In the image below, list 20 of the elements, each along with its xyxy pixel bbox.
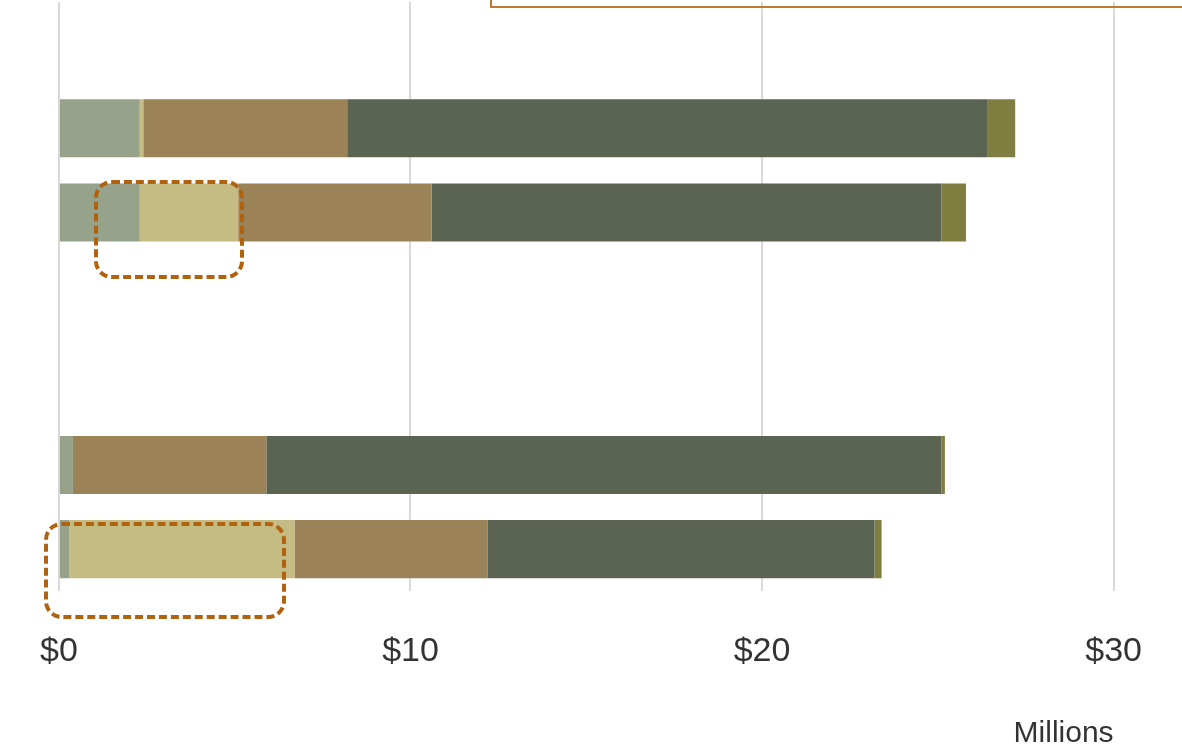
bar (874, 520, 882, 579)
bar (72, 435, 267, 494)
x-tick-label: $20 (733, 629, 791, 668)
bar (266, 435, 942, 494)
bar (941, 435, 945, 494)
x-tick-label: $30 (1085, 629, 1142, 668)
bar (941, 183, 966, 242)
bar (143, 99, 348, 158)
x-tick-label: $0 (40, 629, 78, 668)
bar (487, 520, 875, 579)
x-axis-title: Millions (1013, 715, 1114, 749)
x-tick-label: $10 (382, 629, 439, 668)
bar (59, 99, 140, 158)
bar (347, 99, 988, 158)
bar (431, 183, 942, 242)
bar (294, 520, 488, 579)
bar (987, 99, 1016, 158)
bar (139, 183, 239, 242)
bar (59, 183, 140, 242)
bar (59, 435, 73, 494)
